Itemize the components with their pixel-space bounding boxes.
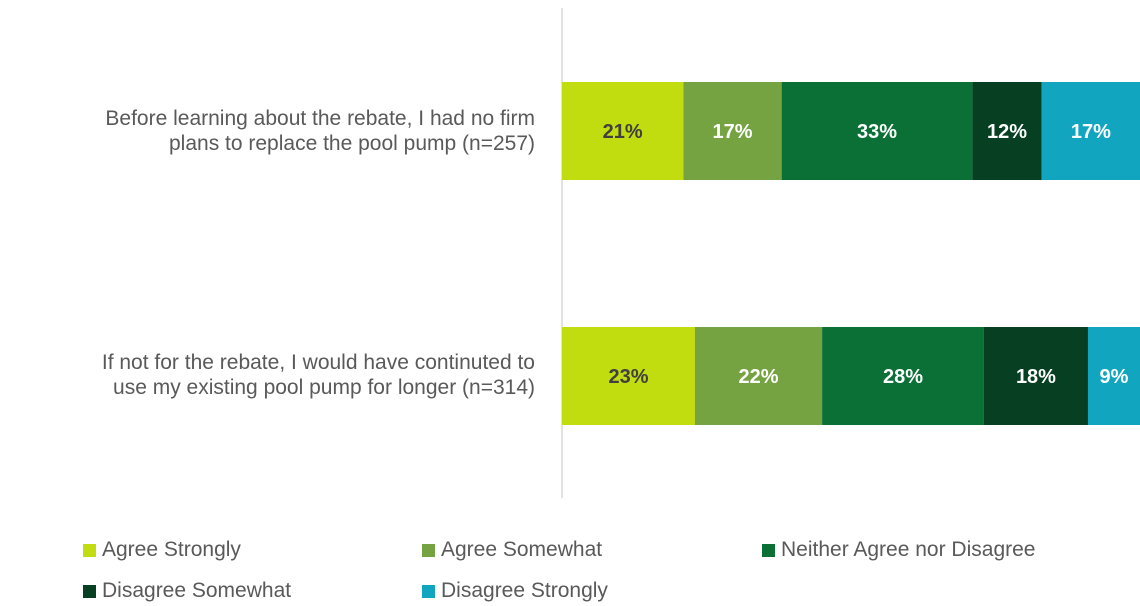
legend-item-disagree-strongly: Disagree Strongly [422, 579, 608, 603]
bar-segment-1-5 [1041, 82, 1140, 180]
category-label-2-line-1: If not for the rebate, I would have cont… [101, 351, 535, 374]
bar-segment-1-4 [972, 82, 1042, 180]
category-label-1-line-2: plans to replace the pool pump (n=257) [169, 132, 535, 155]
legend-swatch-neither [762, 543, 775, 557]
category-label-1: Before learning about the rebate, I had … [0, 106, 535, 156]
category-label-1-line-1: Before learning about the rebate, I had … [105, 107, 535, 130]
bar-segment-2-3 [822, 327, 984, 425]
category-label-2: If not for the rebate, I would have cont… [0, 350, 535, 400]
legend-label-disagree-strongly: Disagree Strongly [441, 579, 608, 602]
legend-swatch-agree-somewhat [422, 543, 435, 557]
legend-label-agree-strongly: Agree Strongly [102, 538, 241, 561]
legend-swatch-disagree-strongly [422, 584, 435, 598]
data-label-1-2: 17% [712, 121, 752, 143]
legend-item-neither: Neither Agree nor Disagree [762, 538, 1035, 562]
legend-swatch-disagree-somewhat [83, 584, 96, 598]
legend-item-disagree-somewhat: Disagree Somewhat [83, 579, 291, 603]
legend-label-neither: Neither Agree nor Disagree [781, 538, 1036, 561]
data-label-2-5: 9% [1100, 366, 1129, 388]
bar-segment-2-1 [562, 327, 695, 425]
bar-segment-2-5 [1087, 327, 1140, 425]
legend-item-agree-strongly: Agree Strongly [83, 538, 241, 562]
data-label-2-4: 18% [1016, 366, 1056, 388]
bar-segment-1-1 [562, 82, 684, 180]
legend-label-agree-somewhat: Agree Somewhat [441, 538, 603, 561]
data-label-2-3: 28% [883, 366, 923, 388]
bar-segment-2-4 [983, 327, 1088, 425]
bar-segment-1-3 [781, 82, 973, 180]
data-label-1-5: 17% [1071, 121, 1111, 143]
data-label-2-2: 22% [739, 366, 779, 388]
legend-swatch-agree-strongly [83, 543, 96, 557]
bar-segment-1-2 [683, 82, 782, 180]
legend-label-disagree-somewhat: Disagree Somewhat [102, 579, 292, 602]
data-label-1-4: 12% [987, 121, 1027, 143]
data-label-2-1: 23% [608, 366, 648, 388]
bar-segment-2-2 [694, 327, 823, 425]
data-label-1-1: 21% [603, 121, 643, 143]
data-label-1-3: 33% [857, 121, 897, 143]
category-label-2-line-2: use my existing pool pump for longer (n=… [113, 376, 535, 399]
legend-item-agree-somewhat: Agree Somewhat [422, 538, 602, 562]
